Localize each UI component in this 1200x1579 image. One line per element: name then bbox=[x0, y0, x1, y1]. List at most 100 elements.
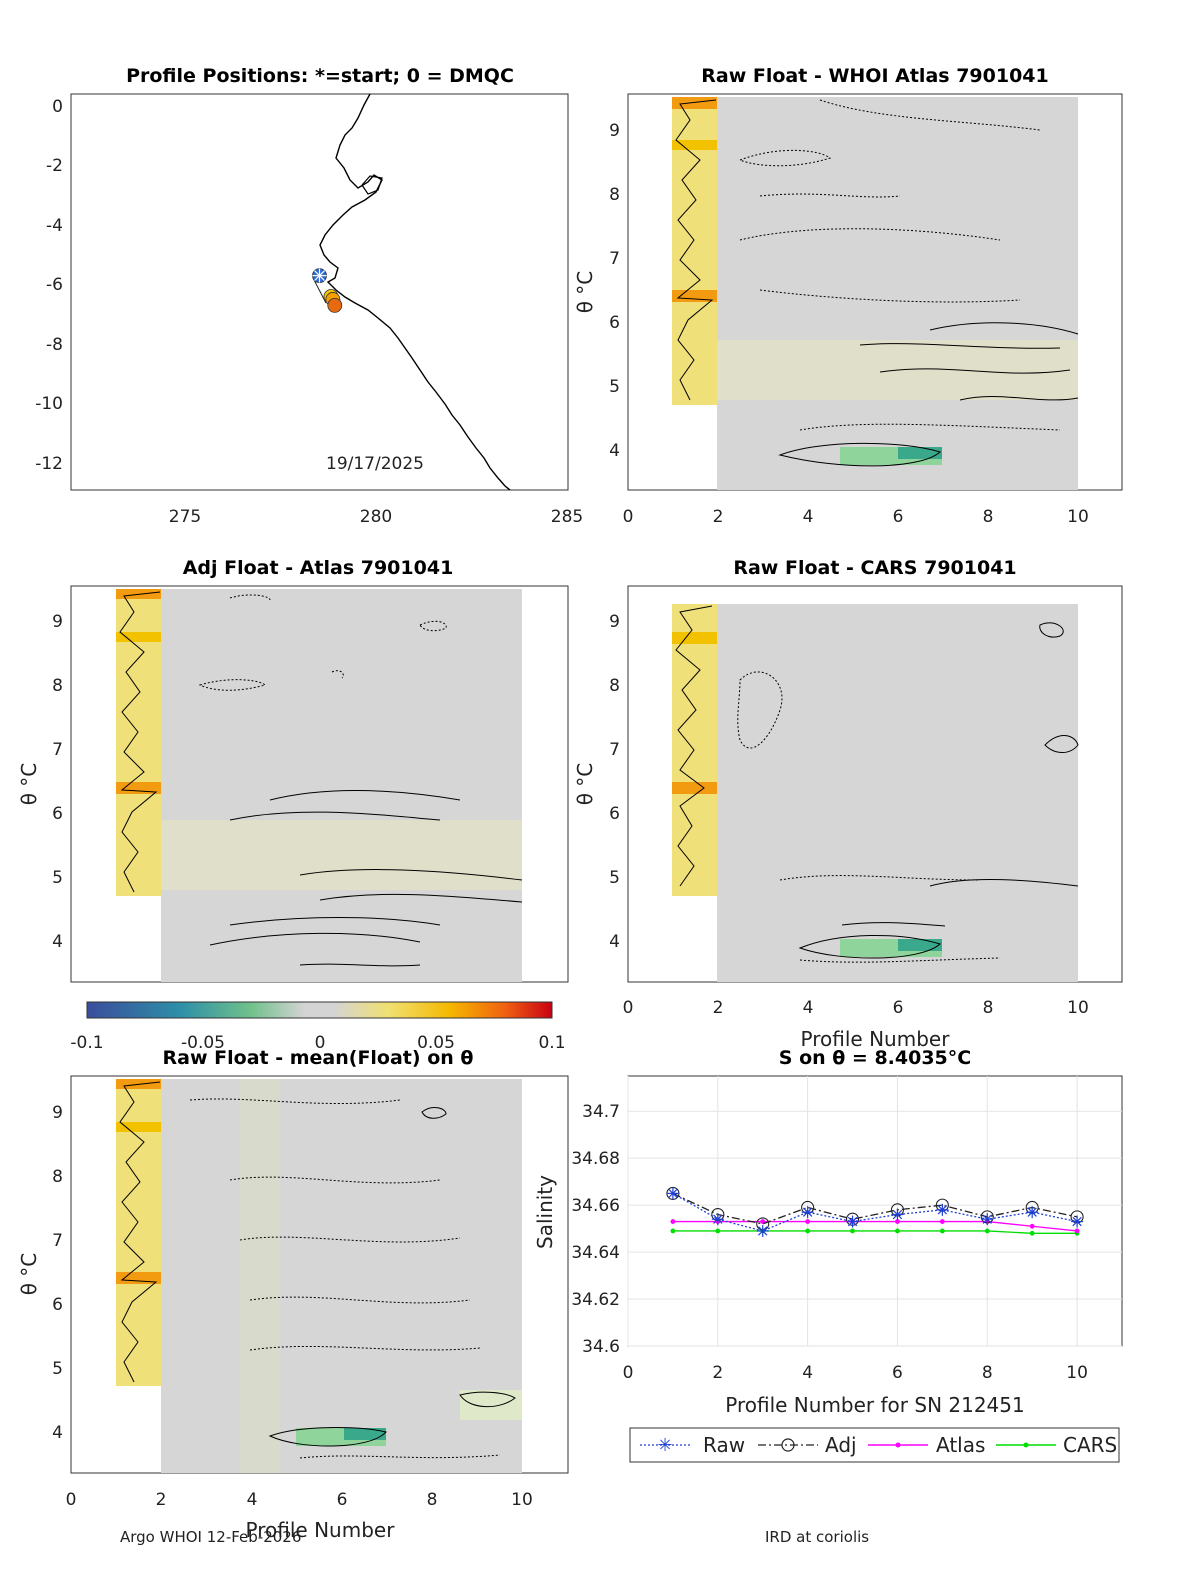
point-raw bbox=[711, 1213, 724, 1226]
profile-position-marker bbox=[327, 297, 343, 313]
cars-ytick: 7 bbox=[609, 740, 620, 760]
map-axes bbox=[70, 93, 569, 491]
mean-field-band bbox=[460, 1390, 522, 1420]
colorbar-tick: 0.1 bbox=[538, 1033, 565, 1053]
adj-ytick: 9 bbox=[52, 612, 63, 632]
legend-raw-label: Raw bbox=[703, 1433, 745, 1457]
legend: ✳ Raw Adj Atlas CARS bbox=[629, 1427, 1120, 1463]
adj-contour bbox=[331, 670, 344, 679]
adj-contour bbox=[419, 620, 447, 632]
point-atlas bbox=[1074, 1228, 1080, 1234]
map-ytick: -10 bbox=[35, 394, 63, 414]
whoi-ytick: 9 bbox=[609, 121, 620, 141]
map-yticks: 0 -2 -4 -6 -8 -10 -12 bbox=[35, 97, 63, 474]
whoi-strip-contour bbox=[675, 99, 717, 401]
series-line-cars bbox=[672, 1230, 1078, 1234]
mean-ytick: 4 bbox=[52, 1423, 63, 1443]
adj-ytick: 7 bbox=[52, 740, 63, 760]
salinity-ytick: 34.66 bbox=[571, 1196, 620, 1216]
mean-xtick: 2 bbox=[156, 1490, 167, 1510]
whoi-xtick: 8 bbox=[983, 507, 994, 527]
mean-panel: Raw Float - mean(Float) on θ θ °C 4 5 6 … bbox=[17, 1047, 569, 1542]
point-raw bbox=[1071, 1215, 1084, 1228]
legend-atlas-label: Atlas bbox=[936, 1433, 985, 1457]
whoi-contour bbox=[739, 228, 1001, 241]
salinity-series bbox=[666, 1186, 1084, 1237]
cars-strip-band bbox=[672, 782, 717, 794]
adj-strip-band bbox=[116, 782, 161, 794]
map-ytick: -8 bbox=[46, 335, 63, 355]
point-raw-stroke bbox=[982, 1214, 992, 1224]
whoi-contour bbox=[738, 149, 832, 167]
adj-contour bbox=[299, 963, 421, 967]
adj-strip-contour bbox=[119, 591, 161, 893]
whoi-contour bbox=[959, 395, 1079, 401]
point-atlas bbox=[1029, 1223, 1035, 1229]
salinity-ytick: 34.62 bbox=[571, 1290, 620, 1310]
whoi-xtick: 0 bbox=[623, 507, 634, 527]
salinity-panel: S on θ = 8.4035°C 34.634.6234.6434.6634.… bbox=[533, 1047, 1123, 1463]
adj-ytick: 8 bbox=[52, 676, 63, 696]
cars-field bbox=[717, 604, 1078, 982]
cars-contour bbox=[929, 879, 1079, 887]
mean-ylabel: θ °C bbox=[17, 1253, 41, 1296]
mean-contour bbox=[189, 1098, 401, 1105]
whoi-xticks: 0 2 4 6 8 10 bbox=[623, 507, 1089, 527]
adj-contour bbox=[229, 594, 271, 601]
salinity-ytick: 34.68 bbox=[571, 1149, 620, 1169]
cars-contour bbox=[779, 875, 981, 881]
point-atlas bbox=[670, 1219, 676, 1224]
map-xticks: 275 280 285 bbox=[169, 507, 583, 527]
cars-xtick: 8 bbox=[983, 998, 994, 1018]
series-line-atlas bbox=[672, 1220, 1078, 1232]
series-line-adj bbox=[672, 1192, 1078, 1225]
point-raw-stroke bbox=[892, 1209, 903, 1220]
footer-left: Argo WHOI 12-Feb-2026 bbox=[120, 1528, 302, 1546]
point-raw-stroke bbox=[758, 1226, 768, 1236]
salinity-ytick: 34.6 bbox=[582, 1337, 620, 1357]
salinity-xtick: 8 bbox=[982, 1363, 993, 1383]
mean-contour bbox=[249, 1345, 481, 1351]
map-ytick: -12 bbox=[35, 454, 63, 474]
point-cars bbox=[850, 1228, 855, 1234]
point-raw-stroke bbox=[713, 1214, 723, 1224]
mean-contour bbox=[421, 1107, 447, 1119]
cars-strip-band bbox=[672, 632, 717, 644]
mean-strip-contour bbox=[119, 1081, 161, 1383]
cars-xlabel: Profile Number bbox=[801, 1027, 951, 1051]
whoi-ytick: 5 bbox=[609, 377, 620, 397]
mean-xtick: 0 bbox=[66, 1490, 77, 1510]
cars-ytick: 9 bbox=[609, 612, 620, 632]
point-raw bbox=[801, 1206, 814, 1219]
point-cars bbox=[939, 1228, 945, 1234]
point-raw-stroke bbox=[668, 1188, 678, 1199]
mean-contour bbox=[299, 1454, 501, 1459]
whoi-ytick: 6 bbox=[609, 313, 620, 333]
whoi-xtick: 2 bbox=[713, 507, 724, 527]
whoi-contour bbox=[819, 99, 1041, 131]
mean-strip-band bbox=[116, 1272, 161, 1284]
point-raw-stroke bbox=[847, 1216, 858, 1227]
colorbar-tick: -0.05 bbox=[181, 1033, 225, 1053]
mean-xlabel: Profile Number bbox=[246, 1518, 396, 1542]
point-cars bbox=[1029, 1230, 1035, 1236]
salinity-xtick: 2 bbox=[712, 1363, 723, 1383]
cars-contour bbox=[1039, 622, 1064, 638]
cars-title: Raw Float - CARS 7901041 bbox=[733, 557, 1016, 579]
footer-right: IRD at coriolis bbox=[765, 1528, 870, 1546]
adj-yticks: 4 5 6 7 8 9 bbox=[52, 612, 63, 952]
cars-contour bbox=[841, 922, 946, 927]
track-line bbox=[312, 277, 327, 304]
adj-ytick: 5 bbox=[52, 868, 63, 888]
whoi-anomaly-core bbox=[898, 447, 942, 459]
whoi-xtick: 6 bbox=[893, 507, 904, 527]
salinity-xtick: 10 bbox=[1066, 1363, 1088, 1383]
salinity-ytick: 34.64 bbox=[571, 1243, 620, 1263]
adj-contour bbox=[269, 790, 461, 801]
mean-ytick: 6 bbox=[52, 1295, 63, 1315]
map-ytick: -4 bbox=[46, 216, 63, 236]
point-cars bbox=[805, 1228, 811, 1234]
whoi-strip-band bbox=[672, 97, 717, 109]
map-date: 19/17/2025 bbox=[326, 454, 424, 474]
